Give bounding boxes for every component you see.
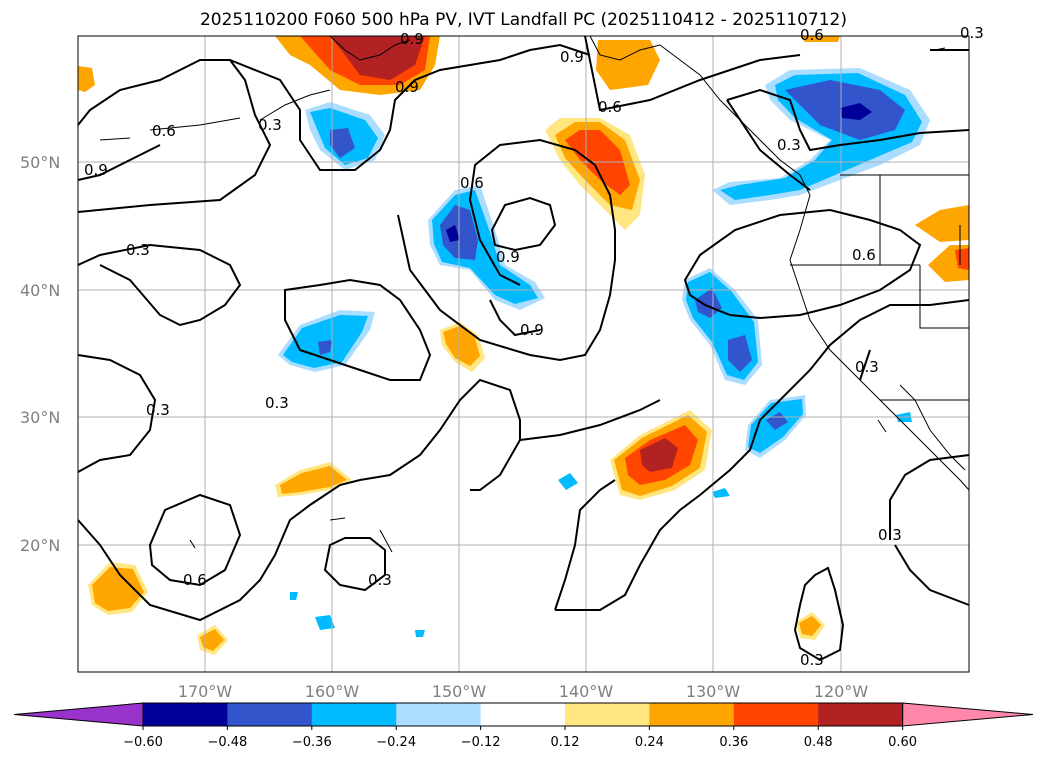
colorbar-segment: [565, 703, 650, 726]
map-frame: [77, 35, 970, 673]
colorbar-tick-label: −0.12: [461, 735, 501, 750]
contour-label: 0.6: [460, 174, 484, 192]
colorbar-tick-label: 0.60: [888, 735, 917, 750]
colorbar-tick-label: −0.48: [207, 735, 247, 750]
contour-label: 0.3: [777, 136, 801, 154]
shaded-regions: [78, 36, 969, 655]
contour-label: 0.3: [265, 394, 289, 412]
lon-label: 120°W: [814, 682, 869, 701]
contour-label: 0.6: [852, 246, 876, 264]
contour-label: 0.6: [152, 122, 176, 140]
colorbar-tick-label: −0.36: [292, 735, 332, 750]
shade-negative: [728, 335, 752, 372]
lon-label: 150°W: [432, 682, 487, 701]
colorbar-segment: [649, 703, 735, 726]
colorbar-tick-label: 0.24: [635, 735, 664, 750]
colorbar-tick-label: −0.24: [376, 735, 416, 750]
contour-label: 0.3: [146, 401, 170, 419]
lon-label: 170°W: [178, 682, 233, 701]
colorbar-segment: [311, 703, 397, 726]
shade-positive: [800, 36, 840, 42]
shade-positive: [443, 326, 480, 366]
shade-positive: [78, 66, 95, 92]
shade-negative: [315, 615, 335, 630]
contour-label: 0.3: [855, 358, 879, 376]
shade-positive: [799, 616, 821, 636]
colorbar-outline: [142, 702, 904, 727]
contour-label: 0.9: [395, 78, 419, 96]
shade-negative: [712, 488, 730, 498]
shade-positive: [200, 629, 224, 651]
contour-label: 0.9: [520, 321, 544, 339]
shade-positive: [330, 36, 425, 80]
shade-positive: [596, 40, 660, 90]
colorbar-tick-label: 0.12: [551, 735, 580, 750]
contour-label: 0.6: [800, 26, 824, 44]
colorbar-tick-label: 0.36: [719, 735, 748, 750]
colorbar-tick-label: 0.48: [804, 735, 833, 750]
colorbar-segment: [480, 703, 566, 726]
colorbar-tick-label: −0.60: [123, 735, 163, 750]
shade-positive: [92, 567, 144, 611]
latitude-labels: 50°N 40°N 30°N 20°N: [20, 153, 60, 555]
shade-positive: [955, 248, 969, 270]
shade-positive: [915, 205, 969, 242]
shade-positive: [640, 438, 678, 472]
colorbar: −0.60 −0.48 −0.36 −0.24 −0.12 0.12 0.24 0.36 0.4…: [13, 702, 1034, 750]
colorbar-segment: [396, 703, 482, 726]
contour-label: 0.3: [368, 571, 392, 589]
shade-negative: [415, 630, 425, 637]
shade-negative: [330, 128, 355, 158]
lat-label: 40°N: [20, 281, 60, 300]
contour-label: 0.3: [258, 116, 282, 134]
lat-label: 30°N: [20, 408, 60, 427]
lat-label: 20°N: [20, 536, 60, 555]
contour-label: 0.9: [496, 248, 520, 266]
colorbar-segment: [733, 703, 819, 726]
colorbar-segment: [227, 703, 313, 726]
contour-label: 0.3: [960, 24, 984, 42]
lat-label: 50°N: [20, 153, 60, 172]
shade-negative: [558, 473, 578, 490]
colorbar-segment: [143, 703, 228, 726]
shade-negative: [446, 225, 460, 242]
contour-label: 0.6: [183, 571, 207, 589]
longitude-labels: 170°W 160°W 150°W 140°W 130°W 120°W: [178, 682, 869, 701]
shade-positive: [280, 466, 347, 494]
lon-label: 140°W: [559, 682, 614, 701]
contour-label: 0.6: [598, 98, 622, 116]
colorbar-extend-min: [13, 702, 144, 727]
lon-label: 130°W: [686, 682, 741, 701]
contour-label: 0.3: [800, 651, 824, 669]
contour-label: 0.9: [400, 30, 424, 48]
colorbar-extend-max: [902, 702, 1034, 727]
pv-contours: [77, 35, 970, 662]
shade-negative: [290, 592, 298, 600]
lon-label: 160°W: [305, 682, 360, 701]
figure-title: 2025110200 F060 500 hPa PV, IVT Landfall…: [199, 10, 847, 30]
coastlines: [99, 35, 970, 553]
contour-label: 0.9: [560, 48, 584, 66]
shade-negative: [318, 340, 332, 355]
shade-negative: [695, 288, 722, 318]
contour-label-group: 0.9 0.9 0.6 0.3 0.6 0.9 0.3 0.6 0.9 0.9 …: [84, 24, 984, 669]
shade-negative: [840, 103, 872, 120]
colorbar-segment: [818, 703, 904, 726]
contour-label: 0.9: [84, 161, 108, 179]
gridlines: [78, 36, 969, 672]
contour-label: 0.3: [126, 241, 150, 259]
contour-label: 0.3: [878, 526, 902, 544]
